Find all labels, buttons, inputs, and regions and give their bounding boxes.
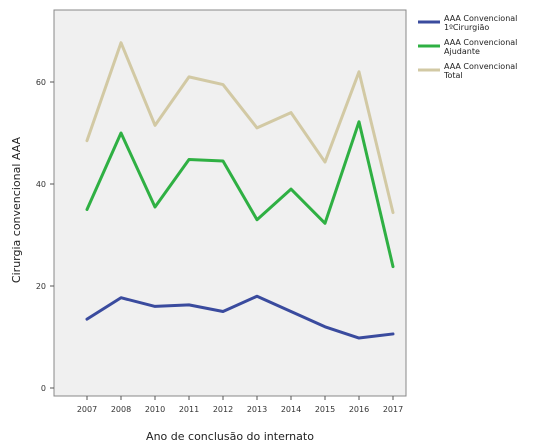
series-line bbox=[85, 294, 395, 340]
y-tick-label: 40 bbox=[36, 180, 46, 189]
x-tick-label: 2014 bbox=[281, 405, 301, 414]
series-lines bbox=[85, 41, 395, 340]
x-tick-label: 2011 bbox=[179, 405, 199, 414]
x-tick-label: 2010 bbox=[145, 405, 165, 414]
y-tick-label: 60 bbox=[36, 78, 46, 87]
legend-label: AAA Convencional Ajudante bbox=[444, 38, 517, 56]
y-tick-label: 20 bbox=[36, 282, 46, 291]
y-axis-title: Cirurgia convencional AAA bbox=[10, 136, 23, 283]
x-tick-label: 2017 bbox=[383, 405, 403, 414]
y-tick-label: 0 bbox=[41, 384, 46, 393]
y-axis: 0 20 40 60 bbox=[36, 78, 54, 393]
plot-area bbox=[53, 9, 407, 397]
x-tick-label: 2015 bbox=[315, 405, 335, 414]
x-tick-label: 2008 bbox=[111, 405, 131, 414]
x-tick-label: 2016 bbox=[349, 405, 369, 414]
x-tick-label: 2012 bbox=[213, 405, 233, 414]
x-axis: 2007 2008 2010 2011 2012 2013 2014 2015 2016 2017 bbox=[77, 396, 403, 414]
legend-label: AAA Convencional 1ºCirurgião bbox=[444, 14, 517, 32]
x-axis-title: Ano de conclusão do internato bbox=[146, 430, 314, 443]
x-tick-label: 2013 bbox=[247, 405, 267, 414]
series-line bbox=[85, 41, 395, 215]
series-line bbox=[85, 120, 395, 269]
legend-label: AAA Convencional Total bbox=[443, 62, 517, 80]
x-tick-label: 2007 bbox=[77, 405, 97, 414]
legend: AAA Convencional 1ºCirurgião AAA Convencio… bbox=[418, 14, 517, 80]
